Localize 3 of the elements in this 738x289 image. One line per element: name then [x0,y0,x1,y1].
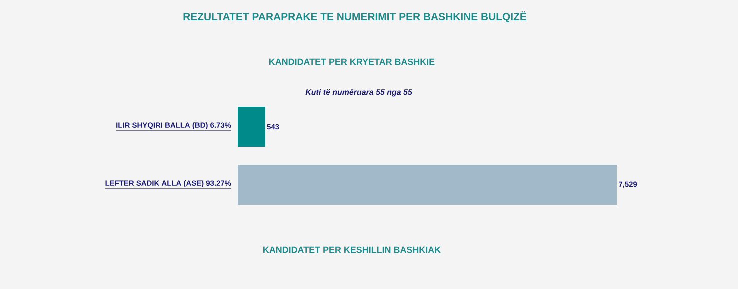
chart-subtitle: KANDIDATET PER KRYETAR BASHKIE [269,58,435,66]
chart-title: REZULTATET PARAPRAKE TE NUMERIMIT PER BASHKINE BULQIZË [184,12,526,22]
text: KANDIDATET PER KESHILLIN BASHKIAK [264,246,441,254]
